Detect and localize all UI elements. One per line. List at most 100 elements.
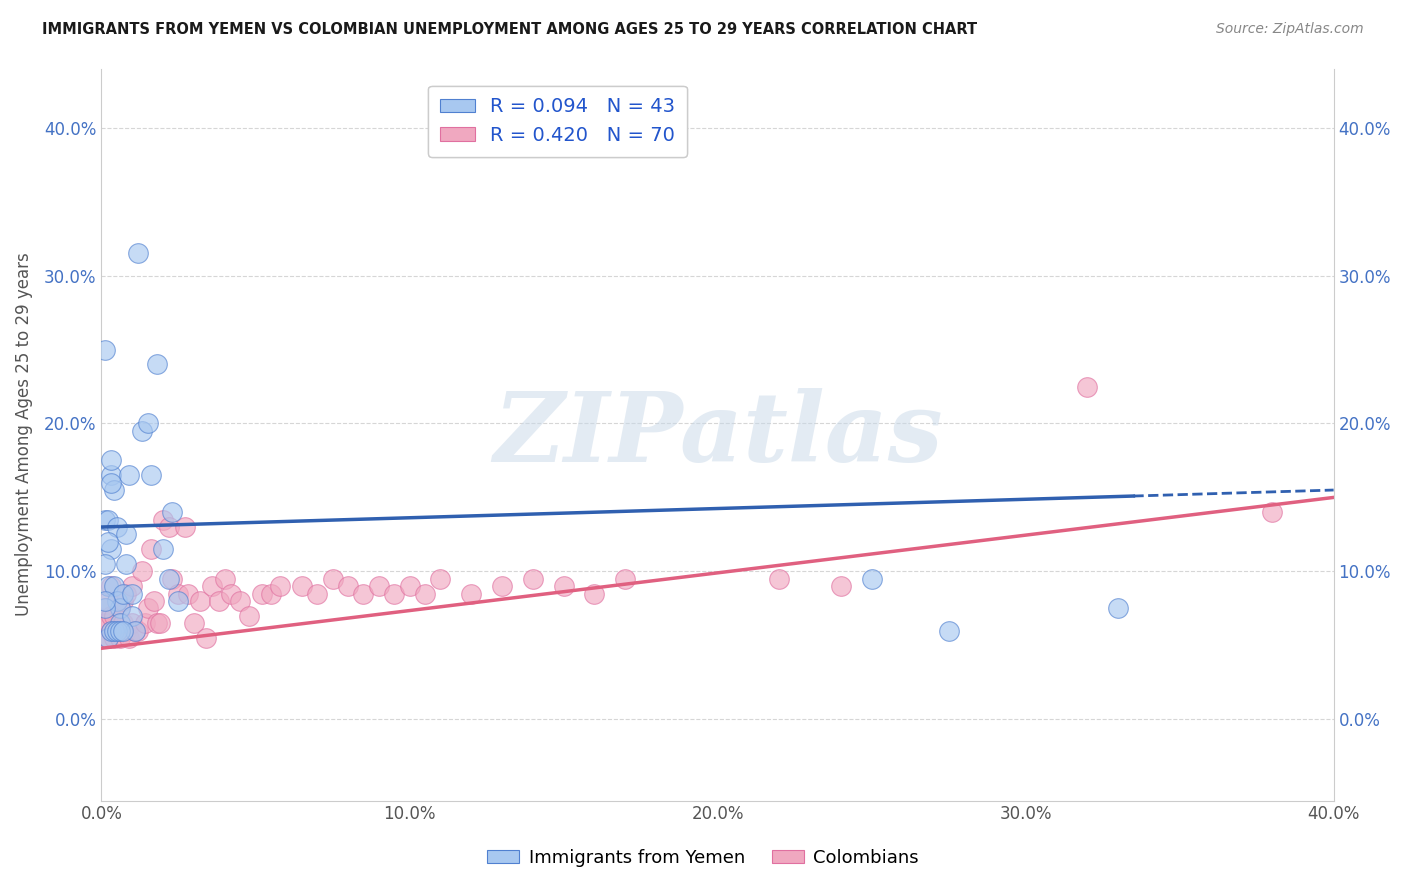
Text: ZIPatlas: ZIPatlas [492,387,942,482]
Point [112,624,135,638]
Point [108,631,131,645]
Point [112,594,135,608]
Point [136,601,159,615]
Point [250,586,273,600]
Point [100,608,122,623]
Point [1261,505,1284,519]
Point [131,565,153,579]
Point [100,624,122,638]
Point [460,586,482,600]
Point [157,572,180,586]
Point [97,631,120,645]
Point [97,631,120,645]
Point [100,453,122,467]
Point [100,468,122,483]
Legend: Immigrants from Yemen, Colombians: Immigrants from Yemen, Colombians [479,842,927,874]
Point [105,624,128,638]
Point [173,520,195,534]
Point [162,572,184,586]
Point [97,616,120,631]
Point [167,594,190,608]
Point [583,586,606,600]
Point [103,483,125,497]
Point [152,513,174,527]
Point [103,631,125,645]
Point [195,631,218,645]
Y-axis label: Unemployment Among Ages 25 to 29 years: Unemployment Among Ages 25 to 29 years [15,252,32,616]
Point [142,594,165,608]
Point [307,586,329,600]
Point [382,586,405,600]
Point [103,608,125,623]
Point [97,513,120,527]
Point [768,572,790,586]
Point [105,594,128,608]
Point [105,520,128,534]
Point [108,601,131,615]
Point [97,579,120,593]
Point [108,624,131,638]
Point [491,579,513,593]
Point [860,572,883,586]
Point [93,594,115,608]
Point [413,586,436,600]
Point [167,586,190,600]
Point [121,586,143,600]
Point [229,594,252,608]
Point [93,601,115,615]
Point [121,608,143,623]
Point [124,624,146,638]
Point [127,246,149,260]
Point [93,631,115,645]
Point [93,557,115,571]
Point [429,572,451,586]
Point [108,616,131,631]
Point [201,579,224,593]
Point [1076,379,1098,393]
Point [112,586,135,600]
Point [336,579,359,593]
Point [100,475,122,490]
Point [146,616,169,631]
Point [124,624,146,638]
Point [100,542,122,557]
Point [1107,601,1129,615]
Point [139,468,162,483]
Point [105,594,128,608]
Point [97,534,120,549]
Point [398,579,420,593]
Point [93,343,115,357]
Point [103,624,125,638]
Point [103,624,125,638]
Point [291,579,314,593]
Point [269,579,291,593]
Text: IMMIGRANTS FROM YEMEN VS COLOMBIAN UNEMPLOYMENT AMONG AGES 25 TO 29 YEARS CORREL: IMMIGRANTS FROM YEMEN VS COLOMBIAN UNEMP… [42,22,977,37]
Point [100,624,122,638]
Point [146,357,169,371]
Point [112,616,135,631]
Point [93,601,115,615]
Point [238,608,260,623]
Point [121,579,143,593]
Point [93,513,115,527]
Point [103,579,125,593]
Point [93,616,115,631]
Point [177,586,200,600]
Point [97,594,120,608]
Point [127,624,149,638]
Point [260,586,283,600]
Point [183,616,205,631]
Point [157,520,180,534]
Point [136,417,159,431]
Point [830,579,852,593]
Point [522,572,544,586]
Point [162,505,184,519]
Point [207,594,229,608]
Point [188,594,211,608]
Point [614,572,637,586]
Point [152,542,174,557]
Point [115,527,138,541]
Point [367,579,389,593]
Point [115,586,138,600]
Point [352,586,374,600]
